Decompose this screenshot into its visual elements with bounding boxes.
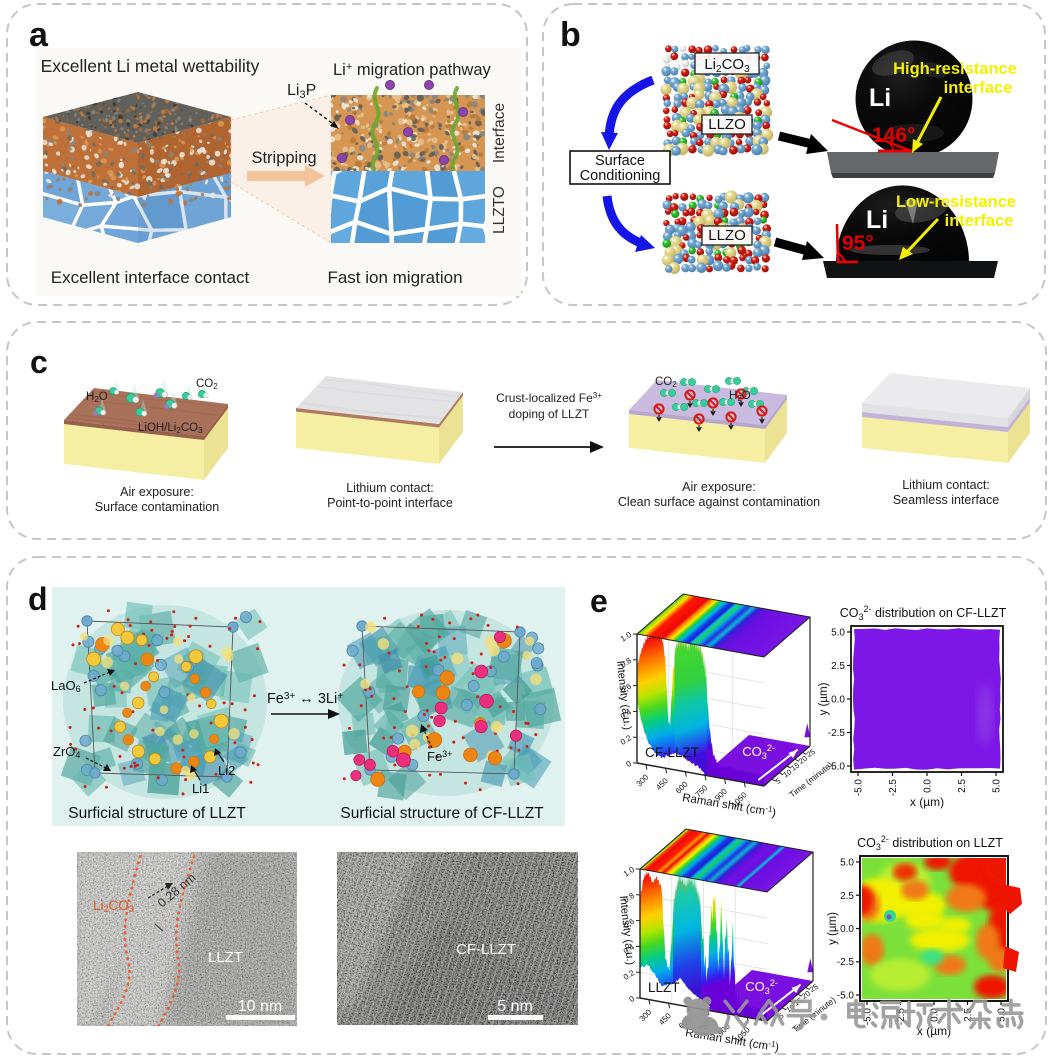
svg-text:0.0: 0.0 <box>840 924 854 935</box>
svg-text:Excellent interface contact: Excellent interface contact <box>51 268 250 287</box>
svg-text:b: b <box>560 16 581 54</box>
svg-text:5.0: 5.0 <box>840 858 854 869</box>
svg-text:5.0: 5.0 <box>992 779 1003 793</box>
svg-text:20: 20 <box>797 754 809 766</box>
svg-text:0.0: 0.0 <box>930 1008 941 1022</box>
svg-text:CO32-: CO32- <box>742 743 775 761</box>
svg-text:-5.0: -5.0 <box>828 762 846 773</box>
svg-text:Li: Li <box>866 206 888 234</box>
svg-text:Surface contamination: Surface contamination <box>95 500 219 514</box>
svg-text:5: 5 <box>774 776 782 786</box>
svg-text:2.5: 2.5 <box>963 1008 974 1022</box>
svg-text:H2O: H2O <box>86 391 108 404</box>
svg-text:c: c <box>30 344 48 380</box>
svg-text:Surficial structure of CF-LLZT: Surficial structure of CF-LLZT <box>340 805 544 822</box>
svg-text:LLZO: LLZO <box>708 227 746 244</box>
svg-text:5: 5 <box>777 1011 785 1021</box>
svg-text:CO32- distribution on CF-LLZT: CO32- distribution on CF-LLZT <box>840 604 1007 622</box>
svg-text:Li3P: Li3P <box>287 82 316 101</box>
svg-text:Low-resistance: Low-resistance <box>896 193 1016 211</box>
svg-text:interface: interface <box>945 212 1014 230</box>
svg-text:Excellent Li metal wettability: Excellent Li metal wettability <box>41 56 260 76</box>
svg-text:Air exposure:: Air exposure: <box>120 485 194 499</box>
svg-text:Air exposure:: Air exposure: <box>682 480 756 494</box>
svg-text:H2O: H2O <box>729 390 751 403</box>
svg-text:15: 15 <box>789 761 801 773</box>
svg-text:0: 0 <box>624 759 633 769</box>
svg-text:LLZT: LLZT <box>648 980 680 995</box>
svg-text:10: 10 <box>781 767 793 779</box>
svg-text:-2.5: -2.5 <box>896 1008 907 1026</box>
svg-text:Crust-localized Fe3+: Crust-localized Fe3+ <box>496 391 602 405</box>
svg-text:LLZT: LLZT <box>208 949 243 966</box>
svg-text:LiOH/Li2CO3: LiOH/Li2CO3 <box>138 422 203 435</box>
svg-text:146°: 146° <box>872 124 915 147</box>
svg-text:Point-to-point interface: Point-to-point interface <box>327 496 453 510</box>
svg-text:a: a <box>29 16 49 54</box>
svg-text:-2.5: -2.5 <box>828 728 846 739</box>
svg-text:10 nm: 10 nm <box>238 998 282 1015</box>
svg-text:x (µm): x (µm) <box>910 795 944 809</box>
svg-text:95°: 95° <box>842 232 874 255</box>
svg-text:2.5: 2.5 <box>831 661 845 672</box>
svg-text:-2.5: -2.5 <box>837 957 855 968</box>
svg-text:High-resistance: High-resistance <box>893 60 1017 78</box>
svg-text:CO32-: CO32- <box>745 978 778 996</box>
svg-text:y (µm): y (µm) <box>827 912 839 945</box>
svg-text:Li2: Li2 <box>218 763 235 778</box>
svg-text:25: 25 <box>808 982 820 994</box>
svg-text:Li1: Li1 <box>192 781 209 796</box>
svg-text:0.0: 0.0 <box>831 695 845 706</box>
svg-text:Surficial structure of LLZT: Surficial structure of LLZT <box>68 805 246 822</box>
svg-text:Stripping: Stripping <box>251 149 316 167</box>
svg-text:Conditioning: Conditioning <box>580 168 661 184</box>
svg-text:LLZTO: LLZTO <box>491 186 508 234</box>
svg-text:ZrO4: ZrO4 <box>53 744 80 760</box>
svg-text:d: d <box>28 581 48 617</box>
svg-text:LLZO: LLZO <box>708 116 746 133</box>
svg-text:Fast ion migration: Fast ion migration <box>327 268 462 287</box>
svg-text:2.5: 2.5 <box>957 779 968 793</box>
svg-text:0: 0 <box>627 994 636 1004</box>
svg-text:-5.0: -5.0 <box>837 991 855 1002</box>
svg-text:Clean surface against contamin: Clean surface against contamination <box>618 495 820 509</box>
svg-text:Surface: Surface <box>595 153 645 169</box>
svg-text:CF-LLZT: CF-LLZT <box>456 941 516 958</box>
svg-text:-5.0: -5.0 <box>854 779 865 797</box>
svg-text:Lithium contact:: Lithium contact: <box>346 481 434 495</box>
svg-text:LaO6: LaO6 <box>51 678 81 694</box>
svg-text:5 nm: 5 nm <box>497 998 533 1015</box>
svg-text:Li: Li <box>869 84 891 112</box>
svg-text:Interface: Interface <box>491 103 508 163</box>
svg-text:Li2CO3: Li2CO3 <box>704 56 750 75</box>
svg-text:-5.0: -5.0 <box>863 1008 874 1026</box>
svg-text:Seamless interface: Seamless interface <box>893 493 999 507</box>
svg-text:Li2CO3: Li2CO3 <box>93 898 134 914</box>
svg-text:10: 10 <box>784 1002 796 1014</box>
svg-text:CO32- distribution on LLZT: CO32- distribution on LLZT <box>857 834 1003 852</box>
svg-text:0.0: 0.0 <box>923 779 934 793</box>
svg-text:CO2: CO2 <box>655 376 677 389</box>
svg-text:25: 25 <box>805 747 817 759</box>
svg-text:e: e <box>590 583 608 619</box>
svg-text:CO2: CO2 <box>196 378 218 391</box>
svg-text:y (µm): y (µm) <box>818 682 830 715</box>
svg-text:interface: interface <box>944 79 1013 97</box>
svg-text:2.5: 2.5 <box>840 891 854 902</box>
svg-text:20: 20 <box>800 989 812 1001</box>
svg-text:CF-LLZT: CF-LLZT <box>645 745 699 760</box>
svg-text:Lithium contact:: Lithium contact: <box>902 478 990 492</box>
svg-text:Fe3+ ↔ 3Li+: Fe3+ ↔ 3Li+ <box>267 691 343 707</box>
svg-text:x (µm): x (µm) <box>917 1024 951 1038</box>
svg-text:5.0: 5.0 <box>831 628 845 639</box>
svg-text:doping of LLZT: doping of LLZT <box>509 407 590 421</box>
svg-text:Li+ migration pathway: Li+ migration pathway <box>333 61 492 79</box>
svg-text:-2.5: -2.5 <box>888 779 899 797</box>
